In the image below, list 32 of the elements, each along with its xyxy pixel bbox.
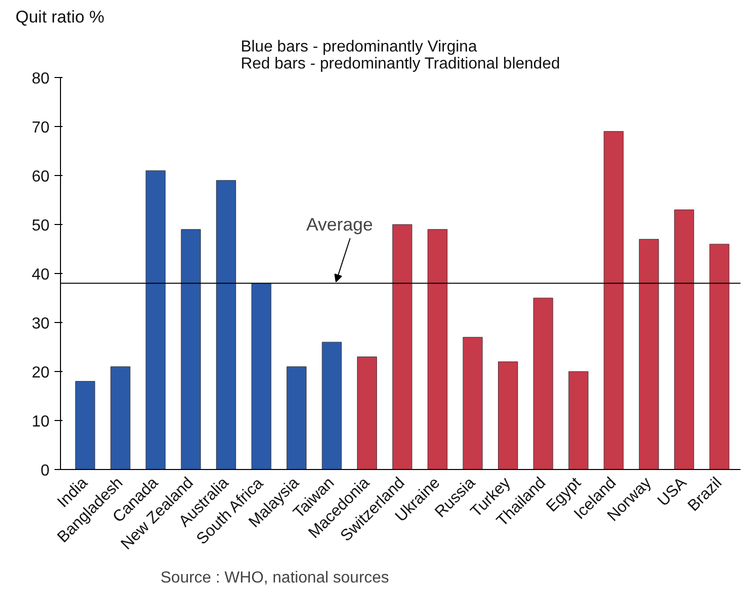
bar [357,356,377,470]
bar [604,131,624,470]
bar [75,381,96,470]
bar [638,238,659,470]
bar [533,298,554,470]
bar [709,244,730,470]
bar [286,366,306,470]
bar [428,229,448,470]
bar [146,170,166,470]
y-axis-title: Quit ratio % [16,8,104,26]
bar [216,180,236,470]
bar [251,283,272,470]
chart-title: Blue bars - predominantly Virgina Red bars - predominantly Traditional blended [240,38,560,72]
y-tick-label: 10 [32,414,50,430]
y-tick-label: 50 [32,218,50,234]
bar [322,342,342,470]
y-tick-label: 30 [32,316,50,332]
bar [392,224,412,470]
bar [110,366,130,470]
y-tick-label: 60 [32,168,50,186]
source-note: Source : WHO, national sources [160,570,390,586]
y-tick-label: 20 [32,364,50,382]
bar [498,361,518,470]
bar [674,210,694,470]
bar [180,229,201,470]
y-tick-label: 70 [32,120,50,136]
ref-line-label: Average [306,214,373,234]
bar [462,336,483,470]
bar [568,371,588,470]
y-tick-label: 80 [32,70,50,88]
y-tick-label: 40 [32,266,50,284]
y-tick-label: 0 [40,462,50,480]
